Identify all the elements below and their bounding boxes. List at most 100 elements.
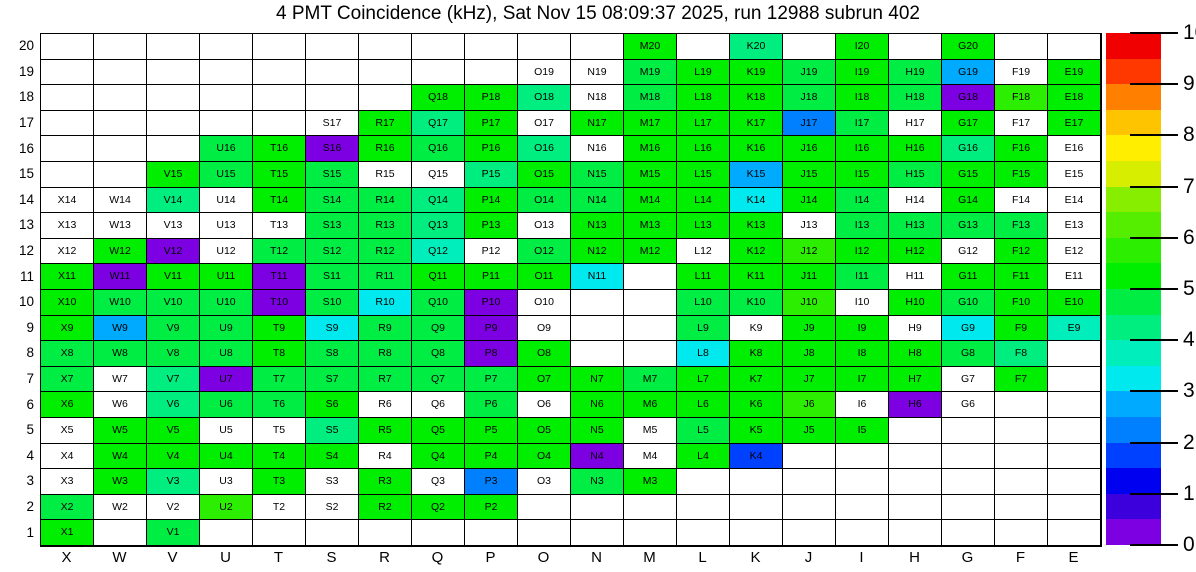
heatmap-cell-N16: N16 [571, 136, 624, 162]
heatmap-cell-S7: S7 [306, 366, 359, 393]
heatmap-cell-W10: W10 [94, 290, 147, 316]
heatmap-cell-F18: F18 [995, 85, 1048, 111]
heatmap-cell-V5: V5 [147, 418, 200, 444]
heatmap-cell-G15: G15 [942, 162, 995, 188]
heatmap-cell-X5: X5 [41, 418, 94, 444]
colorbar-block [1106, 314, 1161, 341]
heatmap-cell [624, 290, 677, 316]
heatmap-cell-U10: U10 [200, 290, 253, 316]
heatmap-cell [1048, 34, 1101, 60]
heatmap-cell [200, 59, 253, 86]
heatmap-cell-J18: J18 [783, 85, 836, 111]
heatmap-cell-J17: J17 [783, 110, 836, 137]
heatmap-cell [94, 520, 147, 546]
heatmap-cell-W12: W12 [94, 238, 147, 265]
heatmap-cell-J7: J7 [783, 366, 836, 393]
heatmap-cell-E18: E18 [1048, 85, 1101, 111]
heatmap-cell-P9: P9 [465, 315, 518, 342]
heatmap-cell [995, 418, 1048, 444]
heatmap-cell-U8: U8 [200, 341, 253, 367]
heatmap-cell [41, 162, 94, 188]
heatmap-cell [41, 34, 94, 60]
heatmap-cell-I18: I18 [836, 85, 889, 111]
heatmap-cell-X12: X12 [41, 238, 94, 265]
heatmap-cell-J14: J14 [783, 187, 836, 214]
heatmap-cell [253, 110, 306, 137]
heatmap-cell-N13: N13 [571, 213, 624, 239]
heatmap-cell-N14: N14 [571, 187, 624, 214]
heatmap-cell [783, 494, 836, 521]
heatmap-cell-T7: T7 [253, 366, 306, 393]
heatmap-cell-I13: I13 [836, 213, 889, 239]
heatmap-cell-E10: E10 [1048, 290, 1101, 316]
heatmap-cell-N6: N6 [571, 392, 624, 418]
colorbar-block [1106, 160, 1161, 187]
heatmap-cell-P16: P16 [465, 136, 518, 162]
x-tick-label-P: P [485, 549, 496, 566]
y-tick-label-13: 13 [18, 217, 34, 233]
heatmap-cell-O9: O9 [518, 315, 571, 342]
colorbar-tick [1130, 441, 1178, 444]
heatmap-cell-O7: O7 [518, 366, 571, 393]
heatmap-cell-F10: F10 [995, 290, 1048, 316]
heatmap-cell [942, 418, 995, 444]
heatmap-cell-I9: I9 [836, 315, 889, 342]
heatmap-cell-G17: G17 [942, 110, 995, 137]
heatmap-cell-G8: G8 [942, 341, 995, 367]
heatmap-cell-X8: X8 [41, 341, 94, 367]
heatmap-cell-Q12: Q12 [412, 238, 465, 265]
heatmap-cell-P14: P14 [465, 187, 518, 214]
heatmap-cell-N15: N15 [571, 162, 624, 188]
heatmap-cell-H7: H7 [889, 366, 942, 393]
heatmap-cell-T12: T12 [253, 238, 306, 265]
heatmap-cell-V12: V12 [147, 238, 200, 265]
heatmap-cell-V2: V2 [147, 494, 200, 521]
heatmap-cell-N19: N19 [571, 59, 624, 86]
x-tick-label-E: E [1068, 549, 1079, 566]
colorbar-block [1106, 186, 1161, 213]
heatmap-cell-P3: P3 [465, 469, 518, 495]
heatmap-cell-G9: G9 [942, 315, 995, 342]
heatmap-cell [518, 494, 571, 521]
heatmap-cell-I14: I14 [836, 187, 889, 214]
heatmap-cell-G11: G11 [942, 264, 995, 290]
heatmap-cell-H12: H12 [889, 238, 942, 265]
heatmap-cell-N11: N11 [571, 264, 624, 290]
heatmap-cell-S17: S17 [306, 110, 359, 137]
heatmap-cell-V3: V3 [147, 469, 200, 495]
heatmap-cell-E12: E12 [1048, 238, 1101, 265]
heatmap-cell [518, 520, 571, 546]
heatmap-cell-J11: J11 [783, 264, 836, 290]
heatmap-cell-U2: U2 [200, 494, 253, 521]
heatmap-cell-G20: G20 [942, 34, 995, 60]
heatmap-cell-S13: S13 [306, 213, 359, 239]
heatmap-cell-U11: U11 [200, 264, 253, 290]
heatmap-cell-L8: L8 [677, 341, 730, 367]
heatmap-cell [94, 110, 147, 137]
heatmap-cell-R6: R6 [359, 392, 412, 418]
x-tick-label-N: N [591, 549, 602, 566]
heatmap-cell [889, 469, 942, 495]
y-tick-label-4: 4 [26, 447, 34, 463]
heatmap-cell-U16: U16 [200, 136, 253, 162]
heatmap-cell-H6: H6 [889, 392, 942, 418]
heatmap-cell-P11: P11 [465, 264, 518, 290]
heatmap-cell-X14: X14 [41, 187, 94, 214]
heatmap-cell [677, 34, 730, 60]
colorbar-tick-label-6: 6 [1183, 225, 1195, 249]
heatmap-cell-J19: J19 [783, 59, 836, 86]
heatmap-cell-I11: I11 [836, 264, 889, 290]
heatmap-cell-L19: L19 [677, 59, 730, 86]
heatmap-cell-R14: R14 [359, 187, 412, 214]
heatmap-cell-G10: G10 [942, 290, 995, 316]
heatmap-cell-T11: T11 [253, 264, 306, 290]
y-tick-label-20: 20 [18, 38, 34, 54]
heatmap-cell-L6: L6 [677, 392, 730, 418]
y-tick-label-14: 14 [18, 191, 34, 207]
x-tick-label-L: L [698, 549, 707, 566]
heatmap-cell-P13: P13 [465, 213, 518, 239]
heatmap-cell-Q6: Q6 [412, 392, 465, 418]
heatmap-cell [624, 520, 677, 546]
x-tick-label-I: I [859, 549, 864, 566]
heatmap-cell [836, 520, 889, 546]
